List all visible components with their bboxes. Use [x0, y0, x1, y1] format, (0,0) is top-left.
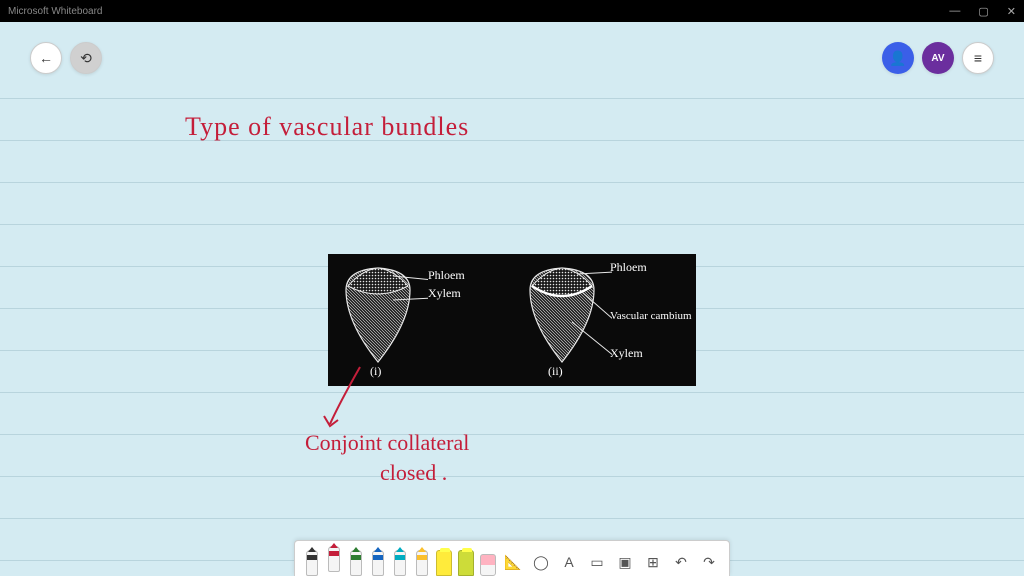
- image-icon: ▣: [618, 554, 631, 571]
- window-controls: — ▢ ✕: [949, 5, 1016, 18]
- ruled-line: [0, 98, 1024, 99]
- text-tool[interactable]: A: [557, 548, 581, 576]
- ruled-line: [0, 518, 1024, 519]
- menu-icon: ≡: [974, 50, 982, 66]
- pen-tool-0[interactable]: [303, 546, 321, 576]
- note-icon: ▭: [590, 554, 603, 571]
- diagram-panel-2: Phloem Vascular cambium Xylem (ii): [512, 254, 696, 386]
- image-tool[interactable]: ▣: [613, 548, 637, 576]
- redo-icon: ↷: [703, 554, 715, 571]
- ruled-line: [0, 182, 1024, 183]
- ruled-line: [0, 476, 1024, 477]
- pen-toolbar: 📐 ◯ A ▭ ▣ ⊞ ↶ ↷: [294, 540, 730, 576]
- handwritten-annotation-1: Conjoint collateral: [305, 430, 469, 456]
- back-icon: ←: [39, 50, 53, 66]
- title-bar: Microsoft Whiteboard — ▢ ✕: [0, 0, 1024, 22]
- diagram-caption: (ii): [548, 364, 563, 379]
- top-toolbar: ← ⟲ 👤 AV ≡: [30, 42, 994, 74]
- note-tool[interactable]: ▭: [585, 548, 609, 576]
- ruled-line: [0, 434, 1024, 435]
- lasso-icon: ◯: [533, 554, 549, 571]
- avatar-text: AV: [931, 53, 944, 64]
- diagram-caption: (i): [370, 364, 381, 379]
- handwritten-title: Type of vascular bundles: [185, 112, 469, 142]
- diagram-label: Phloem: [428, 268, 465, 283]
- avatar[interactable]: AV: [922, 42, 954, 74]
- share-button[interactable]: 👤: [882, 42, 914, 74]
- ruled-line: [0, 392, 1024, 393]
- menu-button[interactable]: ≡: [962, 42, 994, 74]
- pen-tool-2[interactable]: [347, 546, 365, 576]
- ruled-line: [0, 224, 1024, 225]
- minimize-button[interactable]: —: [949, 5, 960, 18]
- ruler-tool[interactable]: 📐: [501, 548, 525, 576]
- back-button[interactable]: ←: [30, 42, 62, 74]
- pen-tool-1[interactable]: [325, 542, 343, 572]
- settings-icon: ⟲: [80, 50, 92, 67]
- whiteboard-canvas[interactable]: ← ⟲ 👤 AV ≡ Type of vascular bundles: [0, 22, 1024, 576]
- diagram-label: Xylem: [610, 346, 643, 361]
- settings-button[interactable]: ⟲: [70, 42, 102, 74]
- pen-tool-5[interactable]: [413, 546, 431, 576]
- lasso-tool[interactable]: ◯: [529, 548, 553, 576]
- share-icon: 👤: [889, 50, 906, 67]
- maximize-button[interactable]: ▢: [978, 5, 988, 18]
- redo-button[interactable]: ↷: [697, 548, 721, 576]
- diagram-label: Xylem: [428, 286, 461, 301]
- window-title: Microsoft Whiteboard: [8, 6, 102, 17]
- add-tool[interactable]: ⊞: [641, 548, 665, 576]
- add-icon: ⊞: [647, 554, 659, 571]
- bundle-shape-2: [522, 262, 612, 372]
- handwritten-annotation-2: closed .: [380, 460, 447, 486]
- text-icon: A: [564, 554, 573, 570]
- close-button[interactable]: ✕: [1007, 5, 1016, 18]
- diagram-panel-1: Phloem Xylem (i): [328, 254, 512, 386]
- pen-tool-4[interactable]: [391, 546, 409, 576]
- ruled-line: [0, 140, 1024, 141]
- eraser-tool[interactable]: [479, 546, 497, 576]
- highlighter-tool-1[interactable]: [457, 546, 475, 576]
- bundle-shape-1: [338, 262, 428, 372]
- highlighter-tool-0[interactable]: [435, 546, 453, 576]
- ruler-icon: 📐: [504, 554, 521, 571]
- diagram-image: Phloem Xylem (i) Phloem Vascular cambium…: [328, 254, 696, 386]
- pen-tool-3[interactable]: [369, 546, 387, 576]
- diagram-label: Vascular cambium: [610, 310, 692, 322]
- undo-button[interactable]: ↶: [669, 548, 693, 576]
- undo-icon: ↶: [675, 554, 687, 571]
- diagram-label: Phloem: [610, 260, 647, 275]
